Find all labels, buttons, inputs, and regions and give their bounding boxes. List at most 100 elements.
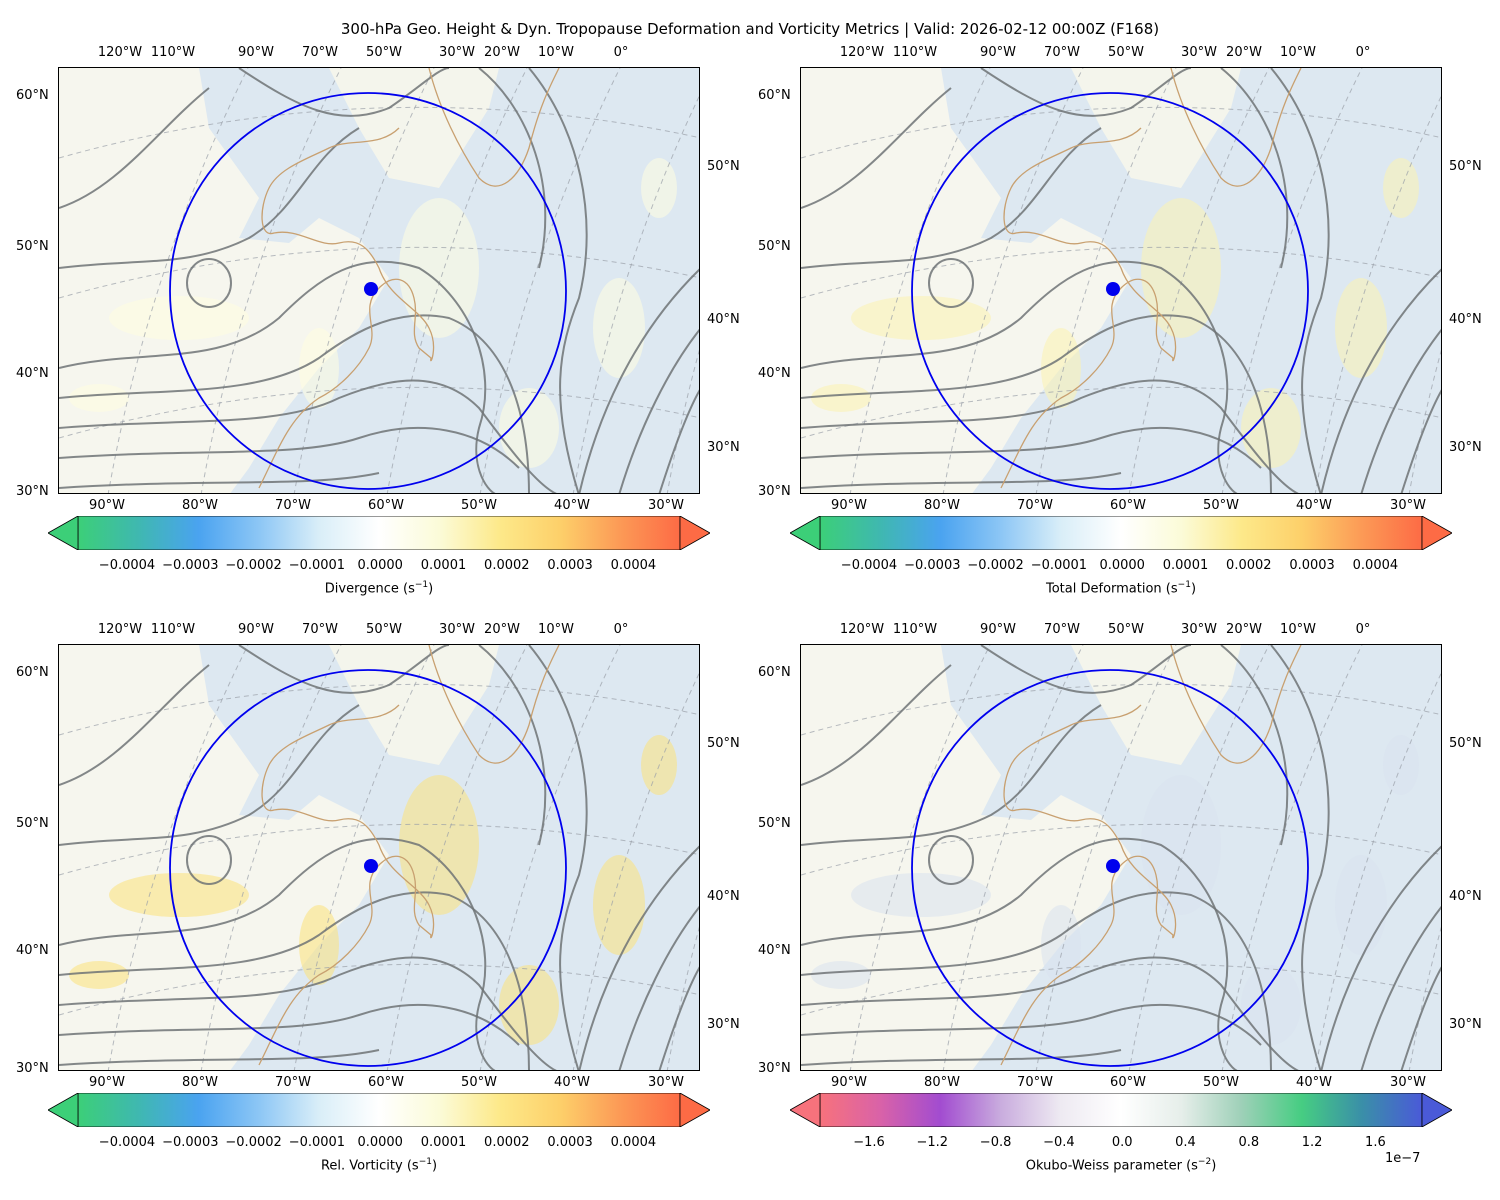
height-contour xyxy=(59,891,530,1070)
height-contour xyxy=(59,1004,520,1046)
top-lon-label: 50°W xyxy=(366,622,402,637)
center-marker xyxy=(364,859,378,873)
field-patch xyxy=(1241,388,1301,468)
height-contour xyxy=(801,837,1238,1070)
left-lat-label: 50°N xyxy=(758,239,791,254)
bottom-lon-label: 80°W xyxy=(182,1075,218,1090)
colorbar-body xyxy=(819,516,1423,550)
height-contour xyxy=(238,68,450,117)
field-patch xyxy=(399,198,479,338)
height-contour xyxy=(59,127,360,269)
colorbar-offset-label: 1e−7 xyxy=(1385,1151,1421,1166)
height-contour xyxy=(980,68,1192,117)
height-contour xyxy=(658,389,699,493)
bottom-lon-label: 30°W xyxy=(648,1075,684,1090)
colorbar-tick-label: −1.2 xyxy=(916,1135,949,1150)
field-patch xyxy=(299,328,339,408)
height-contour xyxy=(59,379,558,493)
bottom-lon-label: 60°W xyxy=(368,1075,404,1090)
field-patch xyxy=(1335,278,1387,378)
meridian-line xyxy=(1128,68,1270,493)
colorbar-tick-label: 0.0000 xyxy=(1099,558,1145,573)
top-lon-label: 50°W xyxy=(366,45,402,60)
map-panel-okubo-weiss xyxy=(800,644,1442,1071)
bottom-lon-label: 40°W xyxy=(1296,1075,1332,1090)
field-patch xyxy=(1141,775,1221,915)
height-contour xyxy=(801,87,952,209)
meridian-line xyxy=(1314,95,1441,493)
left-lat-label: 50°N xyxy=(16,816,49,831)
field-patch xyxy=(811,384,871,412)
top-lon-label: 0° xyxy=(613,622,629,637)
height-contour xyxy=(801,127,1102,269)
meridian-line xyxy=(942,68,1084,493)
center-marker xyxy=(364,282,378,296)
colorbar-unit-exponent: −1 xyxy=(418,1157,432,1167)
map-canvas xyxy=(801,68,1441,493)
meridian-line xyxy=(942,645,1084,1070)
parallel-line xyxy=(801,683,1441,736)
left-lat-label: 30°N xyxy=(758,1061,791,1076)
land-shade-greenland xyxy=(329,645,499,765)
colorbar-label-text: Total Deformation (s xyxy=(1045,581,1178,597)
meridian-line xyxy=(1221,68,1363,493)
colorbar-tick-label: 0.8 xyxy=(1238,1135,1260,1150)
height-contour xyxy=(59,1049,380,1066)
radius-circle xyxy=(169,92,567,490)
colorbar-tick-label: −0.0001 xyxy=(1030,558,1088,573)
height-contour xyxy=(801,314,1272,493)
radius-circle xyxy=(911,92,1309,490)
center-marker xyxy=(1106,282,1120,296)
field-patch xyxy=(1041,328,1081,408)
colorbar-tick-label: −0.0004 xyxy=(98,558,156,573)
coastline xyxy=(258,127,435,489)
bottom-lon-label: 70°W xyxy=(275,1075,311,1090)
bottom-lon-label: 30°W xyxy=(648,498,684,513)
top-lon-label: 120°W xyxy=(97,622,143,637)
height-contour xyxy=(59,704,360,846)
colorbar-tick-label: −0.0003 xyxy=(162,1135,219,1150)
parallel-line xyxy=(801,386,1441,439)
colorbar-tick-label: 0.0001 xyxy=(420,1135,467,1150)
field-patch xyxy=(109,296,249,340)
map-canvas xyxy=(801,645,1441,1070)
colorbar-tick-label: 0.0004 xyxy=(1352,558,1399,573)
colorbar-max-extend xyxy=(679,516,710,550)
land-shade-west xyxy=(59,645,389,1070)
greenland-coastline xyxy=(1170,68,1302,187)
bottom-lon-label: 60°W xyxy=(1110,498,1146,513)
coastline xyxy=(1000,704,1177,1066)
top-lon-label: 30°W xyxy=(1181,622,1217,637)
top-lon-label: 20°W xyxy=(1226,622,1262,637)
top-lon-label: 10°W xyxy=(1280,622,1316,637)
bottom-lon-label: 80°W xyxy=(924,1075,960,1090)
greenland-coastline xyxy=(428,68,560,187)
height-contour xyxy=(801,891,1272,1070)
bottom-lon-label: 30°W xyxy=(1390,1075,1426,1090)
bottom-lon-label: 90°W xyxy=(831,1075,867,1090)
map-panel-total-deformation xyxy=(800,67,1442,494)
height-contour xyxy=(980,645,1192,694)
top-lon-label: 120°W xyxy=(839,45,885,60)
height-contour xyxy=(59,956,558,1070)
meridian-line xyxy=(572,672,699,1070)
parallel-line xyxy=(59,683,699,736)
colorbar-body xyxy=(77,1093,681,1127)
top-lon-label: 10°W xyxy=(1280,45,1316,60)
colorbar-tick-label: −0.0004 xyxy=(840,558,898,573)
meridian-line xyxy=(479,68,621,493)
meridian-line xyxy=(293,68,435,493)
height-contour xyxy=(478,645,547,846)
height-contour xyxy=(528,68,588,493)
top-lon-label: 110°W xyxy=(892,622,938,637)
top-lon-label: 90°W xyxy=(980,622,1016,637)
height-contour xyxy=(1270,68,1330,493)
colorbar-body xyxy=(819,1093,1423,1127)
bottom-lon-label: 90°W xyxy=(89,498,125,513)
meridian-line xyxy=(1035,68,1177,493)
colorbar-tick-label: 0.0002 xyxy=(484,558,530,573)
top-lon-label: 70°W xyxy=(1044,622,1080,637)
height-contour xyxy=(801,704,1102,846)
colorbar-max-extend xyxy=(679,1093,710,1127)
height-contour xyxy=(801,1004,1262,1046)
